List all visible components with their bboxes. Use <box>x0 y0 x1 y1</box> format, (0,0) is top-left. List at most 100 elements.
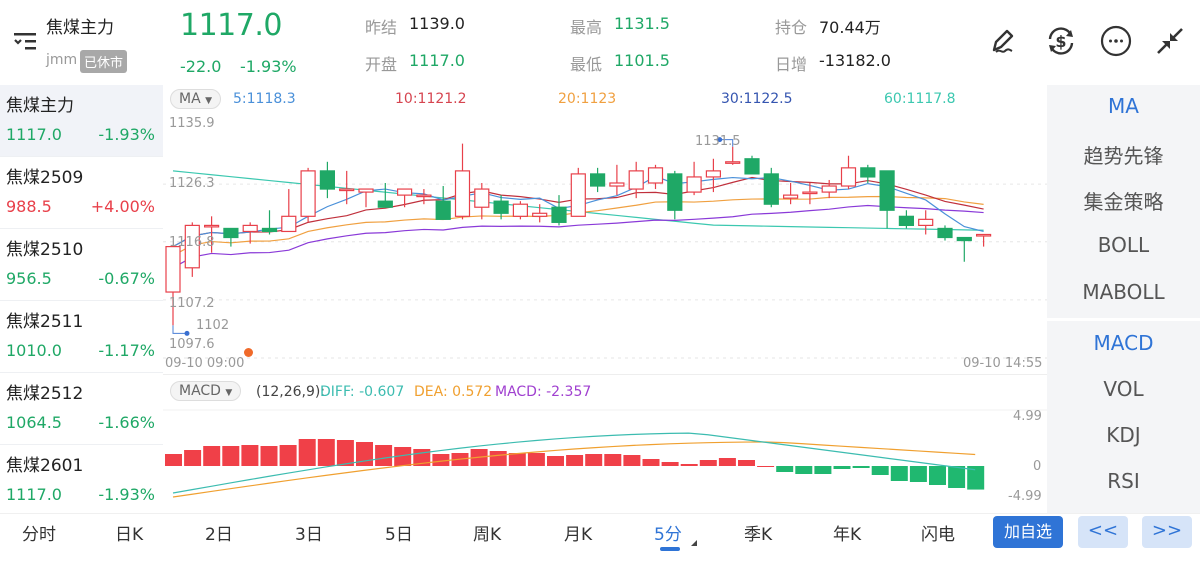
macd-axis-label: 4.99 <box>1013 409 1042 424</box>
contract-name: 焦煤主力 <box>46 18 114 38</box>
contract-item[interactable]: 焦煤2512 1064.5 -1.66% <box>0 373 163 445</box>
active-tab-indicator <box>660 547 680 551</box>
indicator-kdj[interactable]: KDJ <box>1106 423 1141 447</box>
contract-list: 焦煤主力 1117.0 -1.93% 焦煤2509 988.5 +4.00% 焦… <box>0 85 163 513</box>
low-marker-label: 1102 <box>196 318 230 333</box>
indicator-ma[interactable]: MA <box>1108 94 1139 118</box>
contract-item-price: 1117.0 <box>6 125 62 144</box>
ma5-value: 5:1118.3 <box>233 91 296 107</box>
oi-change-value: -13182.0 <box>819 51 891 70</box>
dropdown-caret-icon: ▼ <box>205 96 213 106</box>
indicator-boll[interactable]: BOLL <box>1097 233 1150 257</box>
indicator-macd[interactable]: MACD <box>1093 331 1154 355</box>
contract-item-pct: -1.66% <box>98 413 155 432</box>
contract-item-pct: -0.67% <box>98 269 155 288</box>
contract-item[interactable]: 焦煤2510 956.5 -0.67% <box>0 229 163 301</box>
contract-item-name: 焦煤2512 <box>6 384 84 404</box>
indicator-panel: MA 趋势先锋 集金策略 BOLL MABOLL MACD VOL KDJ RS… <box>1047 85 1200 513</box>
open-label: 开盘 <box>365 55 398 74</box>
kline-chart-area[interactable]: MA ▼ 5:1118.3 10:1121.2 20:1123 30:1122.… <box>163 85 1047 513</box>
price-change: -22.0 <box>180 57 222 76</box>
divider <box>1047 318 1200 321</box>
contract-item-price: 1117.0 <box>6 485 62 504</box>
macd-axis-label: 0 <box>1033 459 1042 474</box>
tab-weekly[interactable]: 周K <box>473 525 502 545</box>
contract-item-name: 焦煤2511 <box>6 312 84 332</box>
contract-item[interactable]: 焦煤2511 1010.0 -1.17% <box>0 301 163 373</box>
ma60-value: 60:1117.8 <box>884 91 956 107</box>
tab-5min[interactable]: 5分 <box>654 525 682 545</box>
main-indicator-label: MA <box>179 91 201 107</box>
contract-item-name: 焦煤2509 <box>6 168 84 188</box>
indicator-vol[interactable]: VOL <box>1103 377 1144 401</box>
x-axis-end-label: 09-10 14:55 <box>963 356 1043 371</box>
contract-code: jmm <box>46 52 78 68</box>
contract-item[interactable]: 焦煤2509 988.5 +4.00% <box>0 157 163 229</box>
tab-monthly[interactable]: 月K <box>564 525 593 545</box>
low-label: 最低 <box>570 55 603 74</box>
tab-3day[interactable]: 3日 <box>295 525 323 545</box>
contract-item-name: 焦煤2601 <box>6 456 84 476</box>
high-value: 1131.5 <box>614 14 670 33</box>
y-axis-label: 1097.6 <box>169 337 215 352</box>
macd-value: MACD: -2.357 <box>495 384 592 400</box>
collapse-icon[interactable] <box>1153 24 1187 58</box>
contract-item-name: 焦煤2510 <box>6 240 84 260</box>
indicator-maboll[interactable]: MABOLL <box>1082 280 1165 304</box>
tab-intraday[interactable]: 分时 <box>22 525 56 545</box>
indicator-fund-strategy[interactable]: 集金策略 <box>1083 190 1164 214</box>
more-icon[interactable] <box>1099 24 1133 58</box>
prev-settle-value: 1139.0 <box>409 14 465 33</box>
indicator-trend-pioneer[interactable]: 趋势先锋 <box>1083 144 1164 168</box>
ma10-value: 10:1121.2 <box>395 91 467 107</box>
sub-indicator-selector[interactable]: MACD ▼ <box>170 381 242 401</box>
quote-header: 焦煤主力 jmm 已休市 1117.0 -22.0 -1.93% 昨结 1139… <box>0 0 1200 85</box>
contract-item-pct: -1.93% <box>98 125 155 144</box>
svg-text:$: $ <box>1055 32 1066 51</box>
x-axis-start-label: 09-10 09:00 <box>165 356 245 371</box>
contract-item-price: 956.5 <box>6 269 52 288</box>
dropdown-caret-icon: ▼ <box>225 388 233 398</box>
tab-5day[interactable]: 5日 <box>385 525 413 545</box>
y-axis-label: 1126.3 <box>169 176 215 191</box>
tab-daily[interactable]: 日K <box>115 525 144 545</box>
macd-dea-value: DEA: 0.572 <box>414 384 493 400</box>
prev-contract-button[interactable]: << <box>1078 516 1128 548</box>
macd-plot[interactable] <box>163 405 1047 505</box>
contract-item-pct: -1.17% <box>98 341 155 360</box>
contract-item-price: 1064.5 <box>6 413 62 432</box>
contract-list-icon[interactable] <box>12 30 38 52</box>
contract-item[interactable]: 焦煤主力 1117.0 -1.93% <box>0 85 163 157</box>
macd-axis-label: -4.99 <box>1008 489 1042 504</box>
sub-indicator-label: MACD <box>179 383 221 399</box>
draw-icon[interactable] <box>986 24 1020 58</box>
contract-item-pct: +4.00% <box>90 197 155 216</box>
tab-lightning[interactable]: 闪电 <box>921 525 955 545</box>
market-status-badge: 已休市 <box>80 50 128 73</box>
contract-item-pct: -1.93% <box>98 485 155 504</box>
divider <box>163 374 1047 375</box>
event-marker-dot[interactable] <box>244 348 253 357</box>
open-value: 1117.0 <box>409 51 465 70</box>
tab-2day[interactable]: 2日 <box>205 525 233 545</box>
open-interest-label: 持仓 <box>775 18 808 37</box>
period-tabs: 分时 日K 2日 3日 5日 周K 月K 5分 季K 年K 闪电 加自选 << … <box>0 513 1200 567</box>
period-dropdown-icon[interactable] <box>691 540 697 546</box>
high-marker-label: 1131.5 <box>695 134 741 149</box>
open-interest-value: 70.44万 <box>819 18 881 37</box>
low-value: 1101.5 <box>614 51 670 70</box>
candlestick-plot[interactable] <box>163 113 1047 373</box>
ma30-value: 30:1122.5 <box>721 91 793 107</box>
contract-item-price: 988.5 <box>6 197 52 216</box>
macd-diff-value: DIFF: -0.607 <box>320 384 405 400</box>
indicator-rsi[interactable]: RSI <box>1107 469 1140 493</box>
contract-item-name: 焦煤主力 <box>6 96 74 116</box>
contract-item[interactable]: 焦煤2601 1117.0 -1.93% <box>0 445 163 517</box>
tab-quarterly[interactable]: 季K <box>744 525 773 545</box>
currency-exchange-icon[interactable]: $ <box>1044 24 1078 58</box>
tab-yearly[interactable]: 年K <box>833 525 862 545</box>
main-indicator-selector[interactable]: MA ▼ <box>170 89 222 109</box>
high-label: 最高 <box>570 18 603 37</box>
add-to-watchlist-button[interactable]: 加自选 <box>993 516 1063 548</box>
next-contract-button[interactable]: >> <box>1142 516 1192 548</box>
